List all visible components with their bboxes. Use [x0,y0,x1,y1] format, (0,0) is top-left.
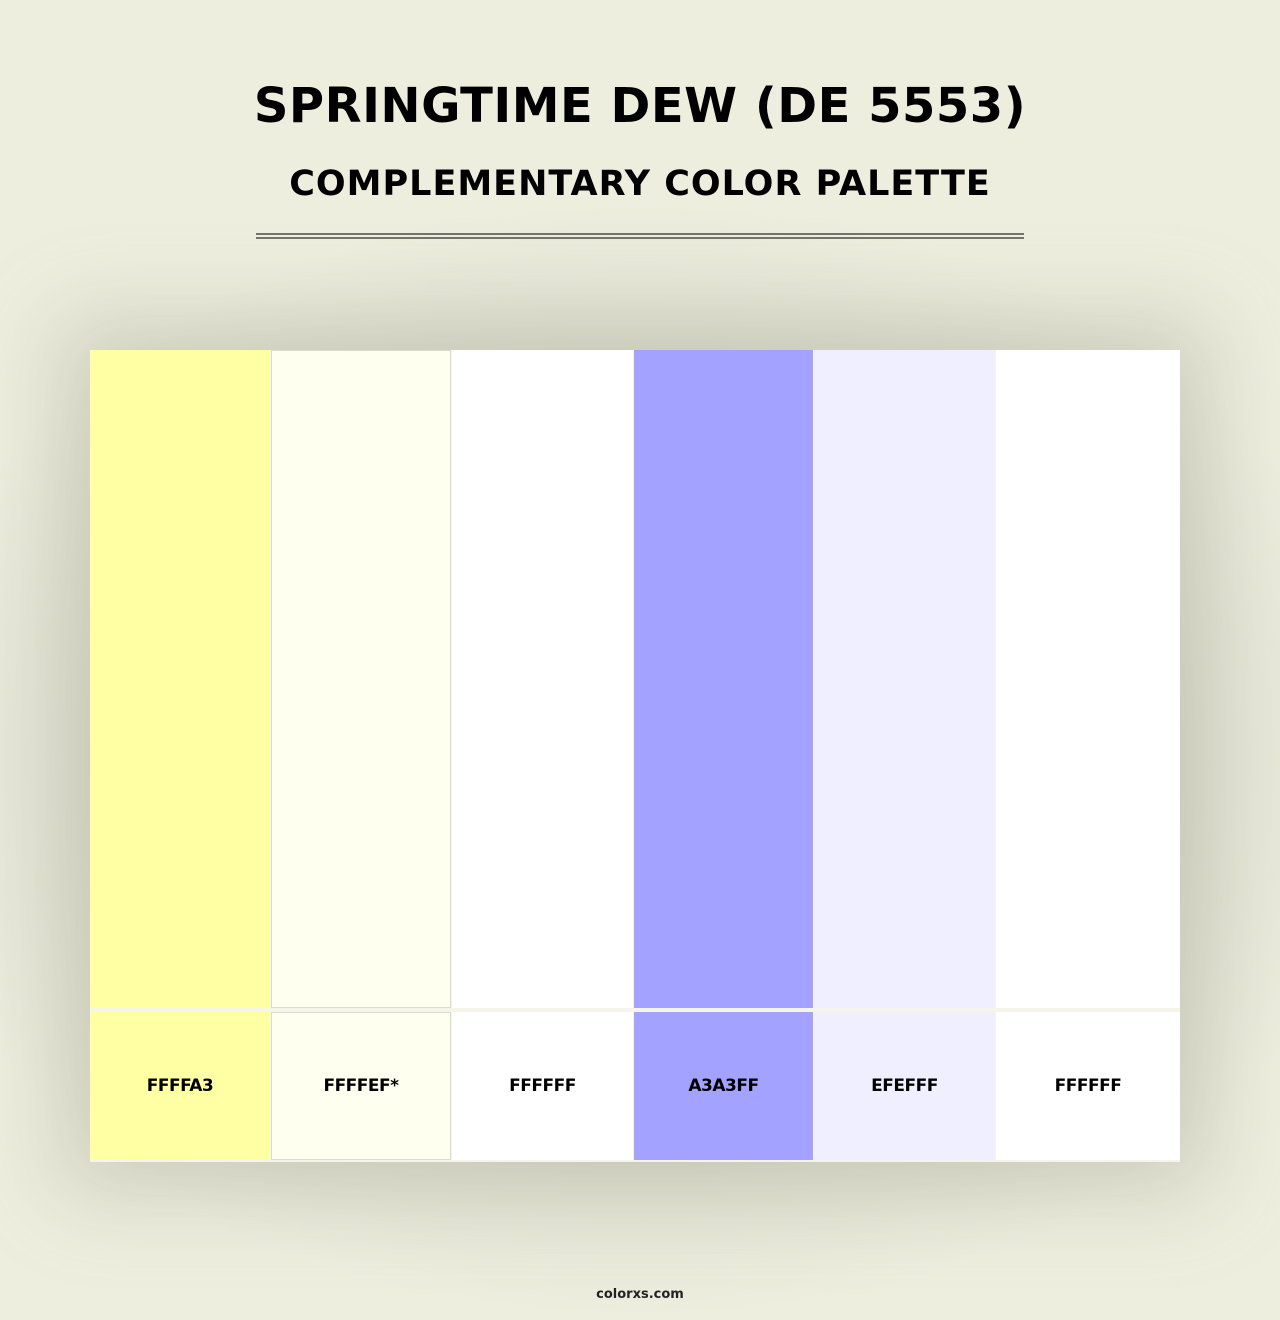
hex-label: FFFFEF* [271,1012,451,1160]
swatch-column: FFFFFF [996,350,1180,1162]
page-title: SPRINGTIME DEW (DE 5553) [253,78,1027,134]
hex-label: A3A3FF [634,1012,813,1160]
swatch-column: EFEFFF [814,350,995,1162]
color-swatch [814,350,995,1008]
divider [256,237,1024,239]
swatch-column: FFFFA3 [90,350,270,1162]
color-swatch [271,350,451,1008]
swatch-column: FFFFFF [452,350,633,1162]
color-swatch [634,350,813,1008]
hex-label: FFFFA3 [90,1012,270,1160]
color-swatch [90,350,270,1008]
page-subtitle: COMPLEMENTARY COLOR PALETTE [289,164,991,204]
footer-site-link[interactable]: colorxs.com [596,1287,684,1302]
divider [256,233,1024,235]
hex-label: FFFFFF [452,1012,633,1160]
color-swatch [452,350,633,1008]
swatch-column: A3A3FF [634,350,813,1162]
swatch-column: FFFFEF* [271,350,451,1162]
hex-label: EFEFFF [814,1012,995,1160]
hex-label: FFFFFF [996,1012,1180,1160]
color-swatch [996,350,1180,1008]
palette-card: FFFFA3 FFFFEF* FFFFFF A3A3FF EFEFFF FFFF… [90,350,1180,1162]
